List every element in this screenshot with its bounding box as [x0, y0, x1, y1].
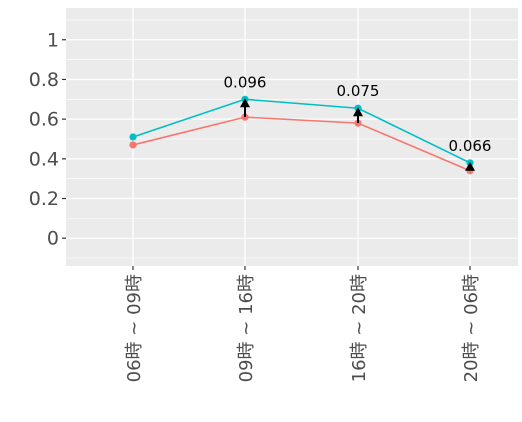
- difference-label: 0.075: [337, 82, 380, 100]
- series-line-2: [132, 98, 471, 164]
- difference-label: 0.096: [224, 73, 267, 91]
- x-axis: 06時 ~ 09時 09時 ~ 16時 16時 ~ 20時 20時 ~ 06時: [124, 266, 482, 382]
- annotations: 0.096 0.075 0.066: [224, 73, 492, 155]
- y-tick-label: 1: [47, 29, 59, 51]
- x-tick-label: 16時 ~ 20時: [349, 274, 370, 382]
- y-tick-label: 0.8: [29, 69, 59, 91]
- plot-panel: [66, 8, 518, 266]
- difference-arrow-head: [240, 98, 250, 108]
- data-point: [129, 141, 137, 149]
- y-tick-label: 0.6: [29, 109, 59, 131]
- y-tick-label: 0.4: [29, 148, 59, 170]
- difference-arrow-head: [353, 107, 363, 117]
- series-line-1: [132, 116, 471, 172]
- y-axis: 0 0.2 0.4 0.6 0.8 1: [29, 29, 66, 250]
- y-tick-label: 0.2: [29, 188, 59, 210]
- difference-arrows: [240, 98, 475, 171]
- y-tick-label: 0: [47, 228, 59, 250]
- x-tick-label: 09時 ~ 16時: [236, 274, 257, 382]
- x-tick-label: 06時 ~ 09時: [124, 274, 145, 382]
- difference-arrow-head: [465, 161, 475, 171]
- x-tick-label: 20時 ~ 06時: [461, 274, 482, 382]
- difference-label: 0.066: [449, 137, 492, 155]
- data-point: [129, 133, 137, 141]
